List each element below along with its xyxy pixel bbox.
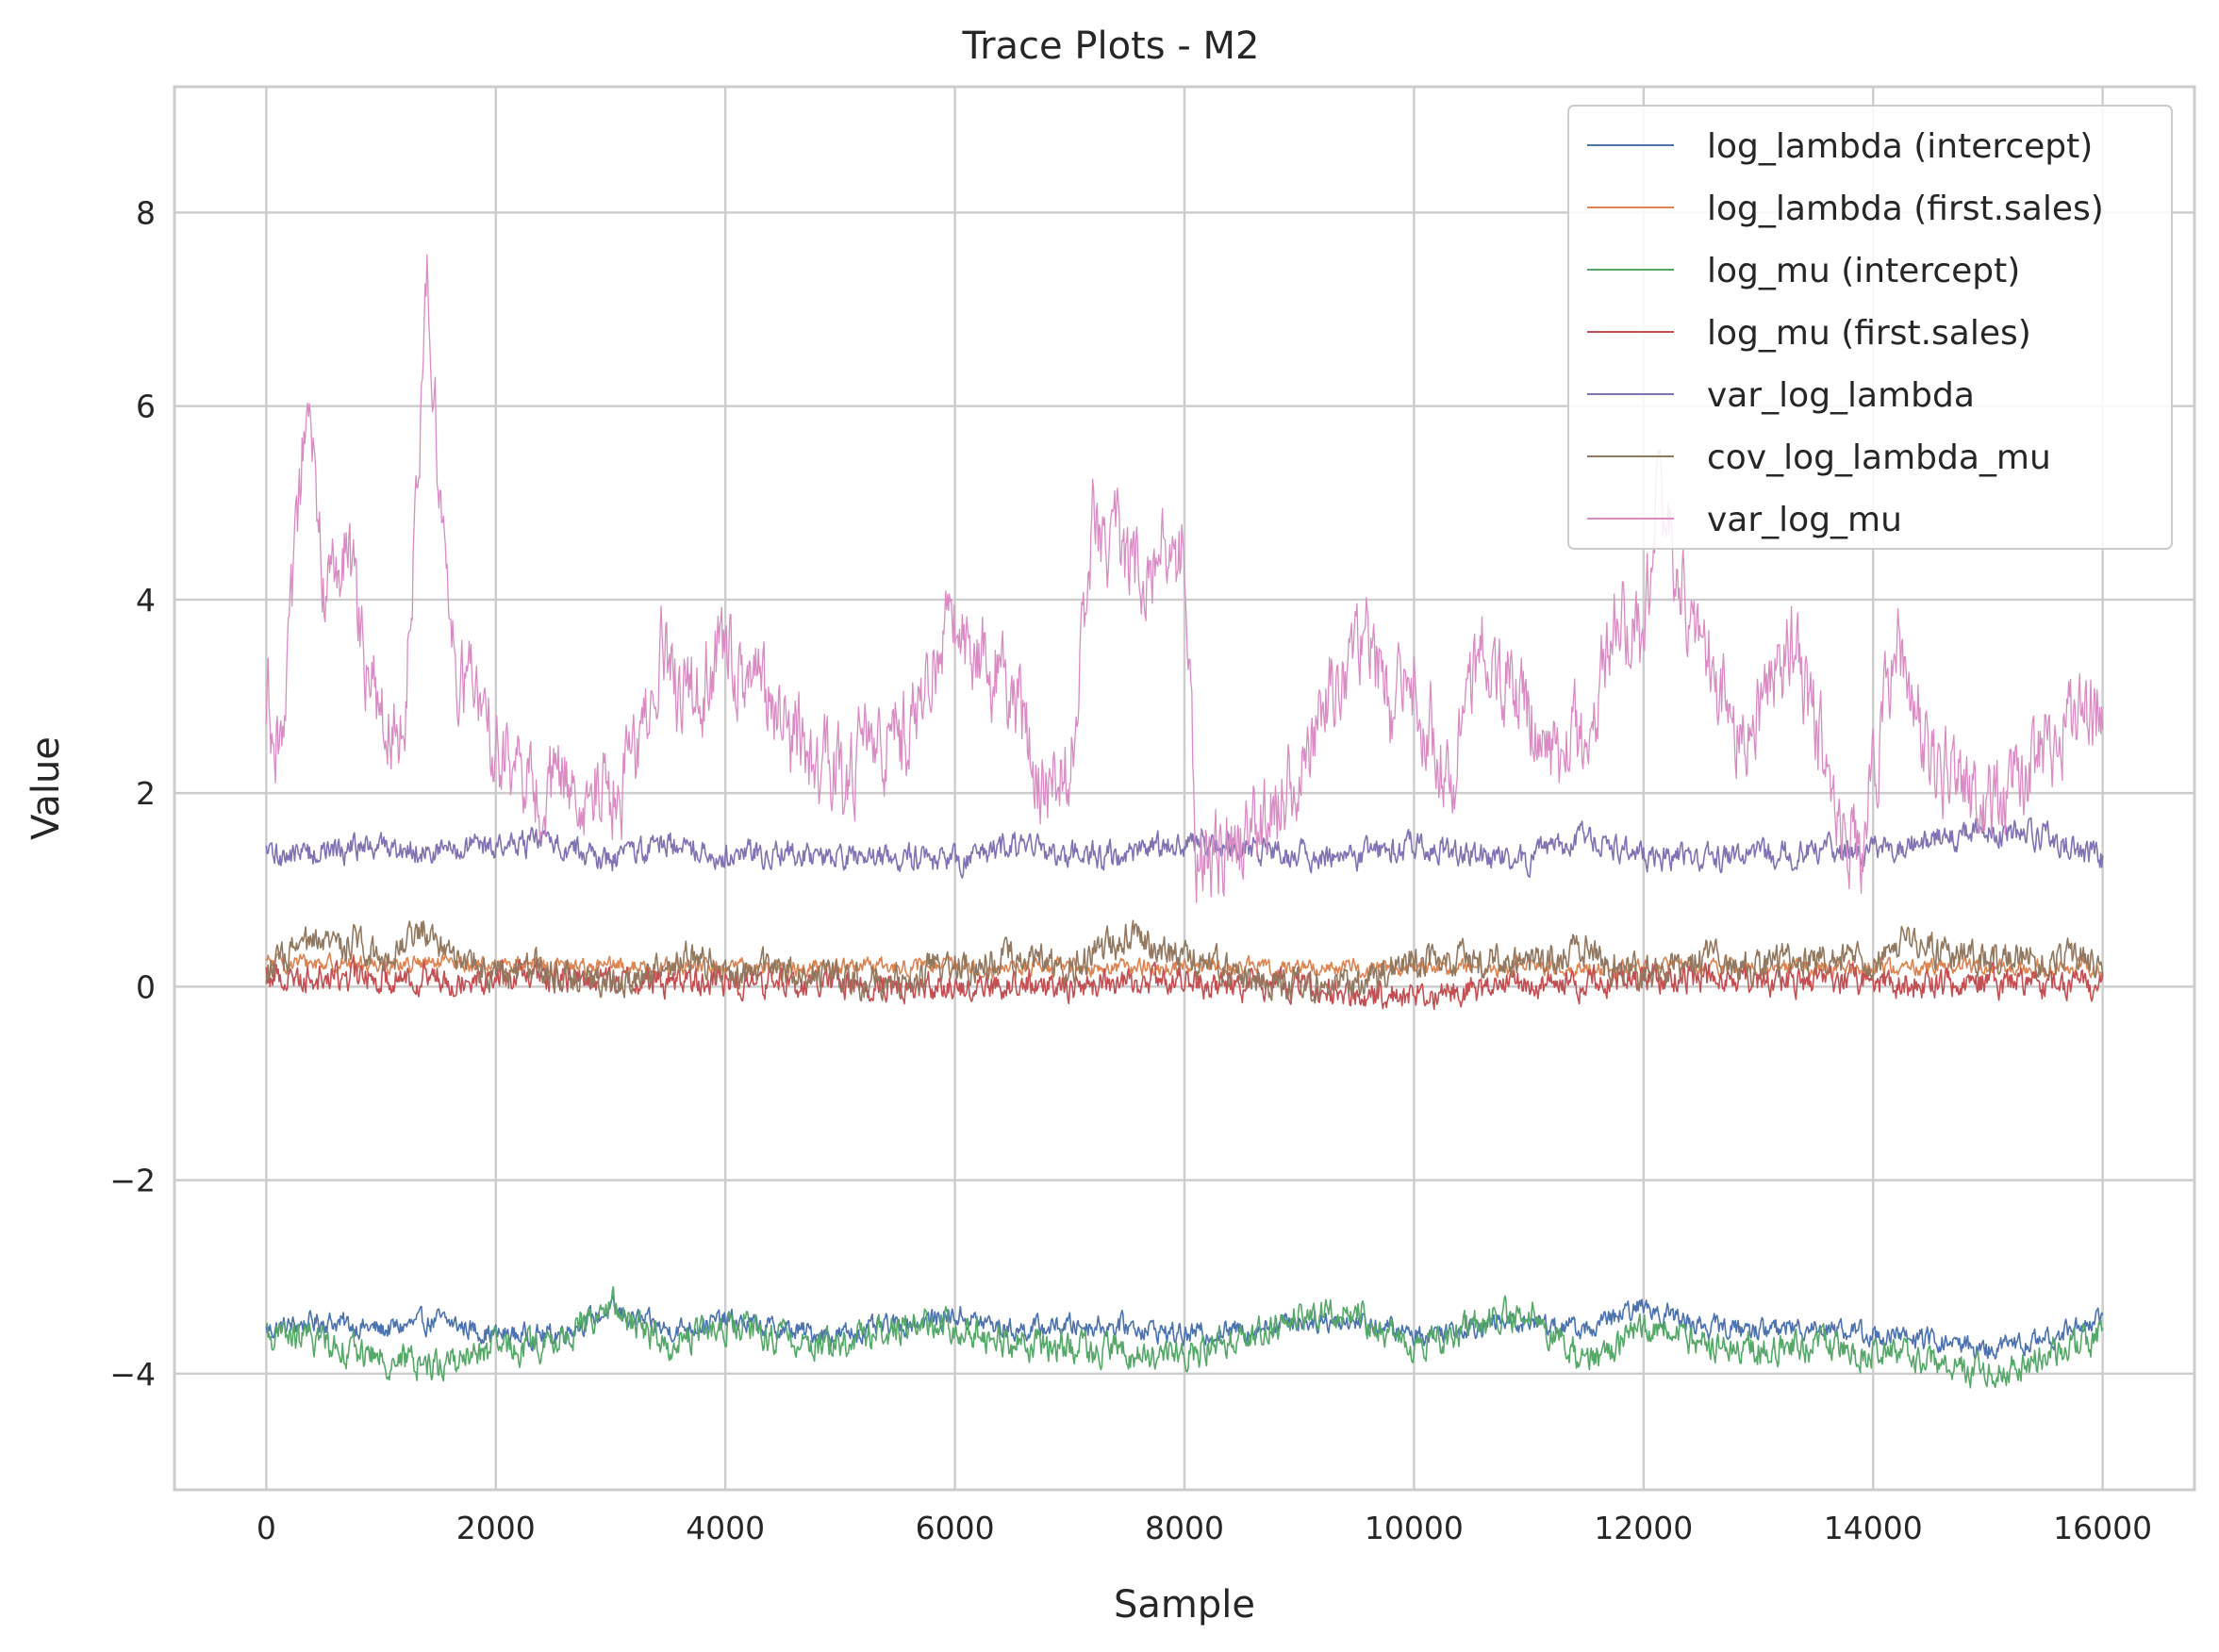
legend-box xyxy=(1567,105,2173,550)
series-line xyxy=(265,817,2104,879)
legend-items: log_lambda (intercept) log_lambda (first.… xyxy=(1587,127,2104,539)
x-axis-label: Sample xyxy=(1114,1583,1255,1627)
x-tick-label: 14000 xyxy=(1824,1510,1923,1546)
chart-title: Trace Plots - M2 xyxy=(962,25,1260,68)
legend-entry: log_lambda (first.sales) xyxy=(1707,190,2104,228)
legend-entry: log_mu (first.sales) xyxy=(1707,314,2031,353)
series-layer xyxy=(265,254,2104,1389)
legend: log_lambda (intercept) log_lambda (first.… xyxy=(1567,105,2173,550)
y-tick-label: 0 xyxy=(136,968,156,1005)
x-tick-label: 2000 xyxy=(456,1510,536,1546)
series-line xyxy=(265,1286,2104,1389)
plot-frame xyxy=(173,85,2196,1492)
x-tick-label: 12000 xyxy=(1594,1510,1693,1546)
series-line xyxy=(265,951,2104,981)
y-tick-label: 4 xyxy=(136,582,156,619)
y-tick-label: −2 xyxy=(109,1163,156,1199)
series-line xyxy=(265,1295,2104,1361)
y-tick-label: 6 xyxy=(136,388,156,425)
legend-entry: log_mu (intercept) xyxy=(1707,252,2020,290)
y-tick-labels: −4 −2 0 2 4 6 8 xyxy=(109,194,156,1392)
x-tick-label: 0 xyxy=(257,1510,276,1546)
y-tick-label: 8 xyxy=(136,194,156,231)
x-tick-label: 8000 xyxy=(1145,1510,1224,1546)
legend-entry: var_log_lambda xyxy=(1707,376,1975,415)
series-line xyxy=(265,919,2104,1004)
x-tick-labels: 0 2000 4000 6000 8000 10000 12000 14000 16000 xyxy=(257,1510,2152,1546)
x-tick-label: 4000 xyxy=(686,1510,765,1546)
legend-entry: var_log_mu xyxy=(1707,501,1902,539)
y-tick-label: 2 xyxy=(136,775,156,812)
y-axis-label: Value xyxy=(25,736,68,840)
legend-entry: cov_log_lambda_mu xyxy=(1707,438,2051,477)
series-line xyxy=(265,254,2104,904)
x-tick-label: 6000 xyxy=(916,1510,995,1546)
y-tick-label: −4 xyxy=(109,1356,156,1393)
x-tick-label: 10000 xyxy=(1365,1510,1464,1546)
x-tick-label: 16000 xyxy=(2053,1510,2152,1546)
legend-entry: log_lambda (intercept) xyxy=(1707,127,2093,166)
